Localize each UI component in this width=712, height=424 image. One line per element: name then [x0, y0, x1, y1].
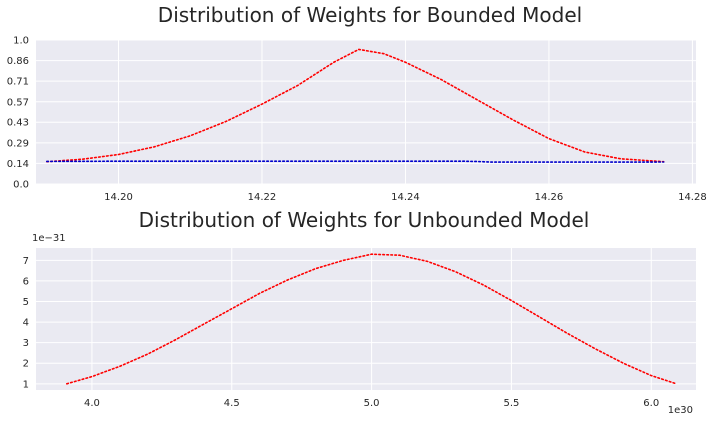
x-tick-label: 5.0 — [364, 398, 380, 409]
x-tick-label: 14.26 — [535, 192, 564, 203]
plot-background — [36, 248, 696, 390]
x-tick-label: 5.5 — [503, 398, 519, 409]
y-tick-label: 1.0 — [13, 36, 29, 47]
y-tick-label: 0.43 — [7, 118, 29, 129]
x-tick-label: 14.22 — [248, 192, 277, 203]
bounded-plot-area: 14.20 14.22 14.24 14.26 14.28 0.0 0.14 0.29 0.43… — [7, 36, 707, 204]
chart-title: Distribution of Weights for Bounded Mode… — [158, 3, 582, 27]
series-line-0 — [45, 48, 665, 163]
x-tick-label: 14.28 — [678, 192, 707, 203]
series-line-1 — [45, 160, 665, 163]
y-tick-label: 6 — [23, 276, 29, 287]
y-tick-label: 0.29 — [7, 138, 29, 149]
series-line-0 — [66, 253, 678, 385]
y-tick-label: 0.57 — [7, 97, 29, 108]
chart-title: Distribution of Weights for Unbounded Mo… — [139, 208, 590, 232]
y-tick-label: 2 — [23, 359, 29, 370]
y-tick-label: 0.86 — [7, 56, 29, 67]
y-tick-label: 0.0 — [13, 180, 29, 191]
y-tick-label: 4 — [23, 318, 29, 329]
y-tick-label: 7 — [23, 256, 29, 267]
x-tick-label: 4.0 — [84, 398, 100, 409]
y-tick-label: 0.14 — [7, 159, 29, 170]
y-tick-label: 1 — [23, 379, 29, 390]
x-tick-label: 4.5 — [224, 398, 240, 409]
y-tick-label: 3 — [23, 338, 29, 349]
y-offset-label: 1e−31 — [32, 233, 66, 244]
y-tick-label: 0.71 — [7, 77, 29, 88]
y-tick-label: 5 — [23, 297, 29, 308]
x-tick-label: 14.24 — [391, 192, 420, 203]
x-tick-label: 6.0 — [643, 398, 659, 409]
unbounded-plot-area: 4.0 4.5 5.0 5.5 6.0 1 2 3 4 5 6 7 — [23, 248, 696, 409]
x-tick-label: 14.20 — [104, 192, 133, 203]
x-offset-label: 1e30 — [668, 405, 693, 416]
plot-background — [36, 40, 696, 184]
